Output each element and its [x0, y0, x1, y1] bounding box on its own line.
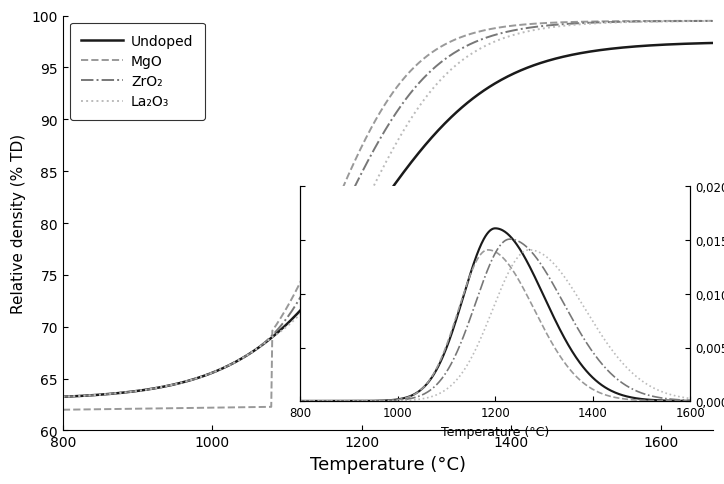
- ZrO₂: [492, 32, 501, 38]
- La₂O₃: [442, 72, 450, 78]
- Undoped: [548, 58, 557, 63]
- ZrO₂: [174, 381, 182, 387]
- ZrO₂: [709, 19, 717, 25]
- Line: La₂O₃: La₂O₃: [63, 22, 713, 397]
- Line: Undoped: Undoped: [63, 44, 713, 397]
- MgO: [174, 406, 182, 411]
- Legend: Undoped, MgO, ZrO₂, La₂O₃: Undoped, MgO, ZrO₂, La₂O₃: [70, 24, 205, 121]
- ZrO₂: [226, 362, 235, 368]
- Undoped: [709, 41, 717, 47]
- La₂O₃: [492, 39, 501, 45]
- Undoped: [59, 394, 67, 400]
- La₂O₃: [548, 25, 557, 31]
- X-axis label: Temperature (°C): Temperature (°C): [310, 455, 466, 473]
- MgO: [709, 19, 717, 25]
- Undoped: [492, 80, 501, 86]
- MgO: [548, 21, 557, 27]
- La₂O₃: [353, 217, 361, 223]
- Undoped: [174, 381, 182, 387]
- La₂O₃: [709, 19, 717, 25]
- ZrO₂: [442, 57, 450, 62]
- La₂O₃: [174, 381, 182, 387]
- Undoped: [226, 362, 235, 368]
- MgO: [492, 26, 501, 31]
- ZrO₂: [59, 394, 67, 400]
- La₂O₃: [59, 394, 67, 400]
- MgO: [59, 407, 67, 413]
- ZrO₂: [353, 180, 361, 186]
- Line: ZrO₂: ZrO₂: [63, 22, 713, 397]
- Undoped: [353, 236, 361, 242]
- ZrO₂: [548, 23, 557, 29]
- MgO: [442, 42, 450, 48]
- La₂O₃: [226, 362, 235, 368]
- MgO: [226, 405, 235, 410]
- MgO: [353, 154, 361, 160]
- Line: MgO: MgO: [63, 22, 713, 410]
- Undoped: [442, 120, 450, 126]
- Y-axis label: Relative density (% TD): Relative density (% TD): [11, 134, 26, 314]
